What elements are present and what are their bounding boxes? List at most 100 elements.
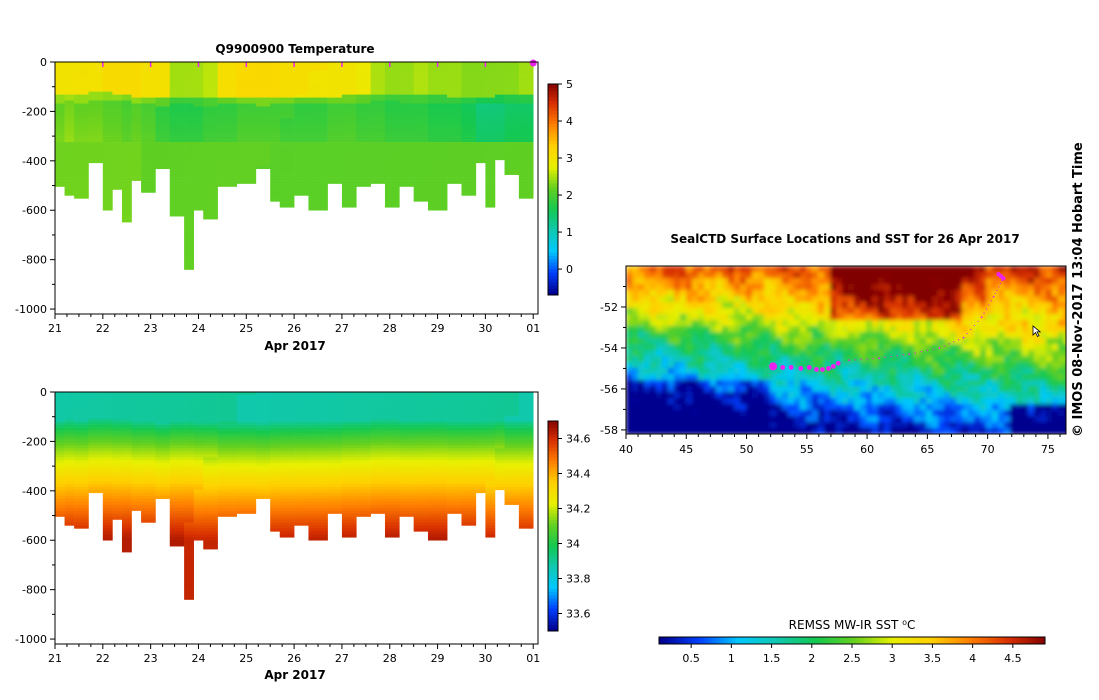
- profile-cell: [203, 204, 218, 208]
- sst-cell: [764, 308, 771, 315]
- profile-cell: [141, 457, 156, 461]
- sst-cell: [722, 356, 729, 363]
- profile-cell: [203, 454, 218, 458]
- sst-cell: [728, 356, 735, 363]
- profile-cell: [74, 103, 89, 107]
- sst-cell: [680, 338, 687, 345]
- profile-cell: [74, 483, 89, 488]
- profile-cell: [203, 546, 218, 550]
- profile-cell: [184, 560, 194, 565]
- sst-cell: [1022, 344, 1029, 351]
- profile-cell: [121, 177, 132, 181]
- profile-cell: [74, 109, 89, 113]
- sst-cell: [878, 356, 885, 363]
- profile-cell: [141, 85, 156, 89]
- profile-cell: [203, 415, 218, 419]
- sst-cell: [632, 380, 639, 387]
- profile-cell: [485, 64, 496, 69]
- profile-cell: [270, 472, 281, 476]
- sst-cell: [926, 332, 933, 339]
- profile-cell: [112, 516, 123, 520]
- profile-cell: [270, 492, 281, 497]
- sst-cell: [632, 308, 639, 315]
- sst-cell: [956, 362, 963, 369]
- colorbar-swatch: [548, 440, 558, 445]
- sst-cell: [752, 284, 759, 291]
- profile-cell: [217, 486, 238, 491]
- profile-cell: [203, 109, 218, 113]
- sst-cell: [824, 284, 831, 291]
- sst-cell: [896, 266, 903, 273]
- profile-cell: [294, 448, 309, 452]
- profile-cell: [428, 510, 448, 514]
- sst-cell: [728, 284, 735, 291]
- profile-cell: [308, 442, 328, 446]
- profile-cell: [203, 528, 218, 532]
- profile-cell: [356, 97, 371, 101]
- sst-cell: [806, 266, 813, 273]
- profile-cell: [74, 159, 89, 164]
- profile-cell: [236, 124, 257, 128]
- sst-cell: [836, 356, 843, 363]
- profile-cell: [384, 409, 400, 414]
- colorbar-swatch: [548, 542, 558, 547]
- colorbar-swatch: [548, 535, 558, 540]
- profile-cell: [203, 136, 218, 140]
- colorbar-swatch: [548, 87, 558, 92]
- sst-cell: [638, 278, 645, 285]
- profile-cell: [308, 528, 328, 532]
- sst-cell: [938, 374, 945, 381]
- sst-cell: [806, 284, 813, 291]
- profile-cell: [475, 91, 486, 95]
- profile-cell: [169, 165, 185, 170]
- sst-cell: [746, 302, 753, 309]
- profile-cell: [193, 436, 204, 440]
- profile-cell: [184, 162, 194, 167]
- sst-cell: [794, 338, 801, 345]
- sst-cell: [968, 374, 975, 381]
- profile-cell: [64, 406, 75, 411]
- profile-cell: [131, 79, 142, 84]
- sst-cell: [914, 266, 921, 273]
- profile-cell: [155, 466, 171, 470]
- profile-cell: [428, 150, 448, 155]
- sst-cell: [626, 362, 633, 369]
- sst-cell: [716, 368, 723, 375]
- profile-cell: [169, 448, 185, 452]
- profile-cell: [428, 186, 448, 190]
- profile-cell: [184, 442, 194, 446]
- sst-cell: [950, 344, 957, 351]
- sst-cell: [944, 278, 951, 285]
- sst-cell: [734, 338, 741, 345]
- profile-cell: [399, 466, 414, 470]
- profile-cell: [236, 483, 257, 488]
- profile-cell: [485, 528, 496, 532]
- profile-cell: [131, 460, 142, 464]
- profile-cell: [193, 409, 204, 414]
- profile-cell: [485, 150, 496, 155]
- profile-cell: [308, 76, 328, 81]
- profile-cell: [121, 127, 132, 131]
- sst-cell: [680, 320, 687, 327]
- sst-cell: [668, 308, 675, 315]
- sst-cell: [722, 284, 729, 291]
- sst-cell: [626, 314, 633, 321]
- profile-cell: [428, 486, 448, 491]
- sst-cell: [830, 380, 837, 387]
- profile-cell: [494, 445, 505, 449]
- profile-cell: [102, 177, 113, 181]
- profile-cell: [255, 475, 271, 479]
- profile-cell: [217, 495, 238, 500]
- sst-cell: [716, 380, 723, 387]
- sst-cell: [854, 380, 861, 387]
- profile-cell: [494, 460, 505, 464]
- sst-cell: [986, 332, 993, 339]
- profile-cell: [327, 159, 343, 164]
- profile-cell: [370, 139, 386, 143]
- profile-cell: [327, 469, 343, 473]
- sst-cell: [806, 374, 813, 381]
- profile-cell: [370, 412, 386, 417]
- profile-cell: [236, 88, 257, 92]
- profile-cell: [203, 139, 218, 143]
- profile-cell: [370, 457, 386, 461]
